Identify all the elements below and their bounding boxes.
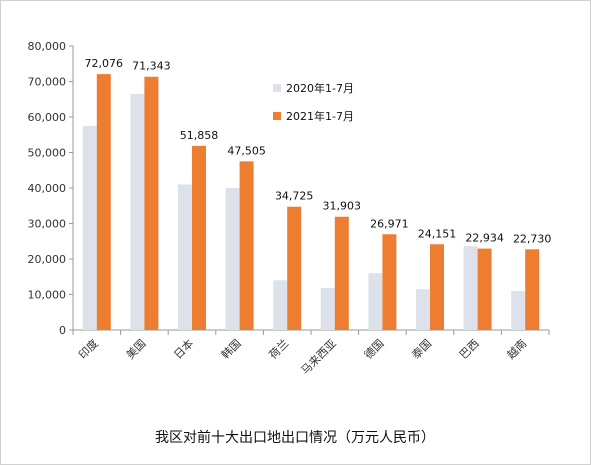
y-tick-label: 0: [59, 324, 66, 337]
bar-2021: [382, 234, 397, 330]
x-category-label: 日本: [171, 336, 196, 361]
bar-2021-value-label: 24,151: [418, 227, 457, 240]
bar-2020: [368, 273, 383, 330]
bar-2021-value-label: 47,505: [227, 144, 266, 157]
bar-2021: [144, 76, 159, 330]
bar-2020: [178, 184, 192, 330]
x-axis: 印度 美国 日本 韩国 荷兰 马来西亚 德国 泰国 巴西 越南: [72, 329, 550, 377]
legend-label: 2020年1-7月: [286, 81, 354, 95]
bar-2021-value-label: 26,971: [370, 217, 409, 230]
bar-2021: [96, 74, 111, 330]
bar-2021-value-label: 72,076: [85, 57, 124, 70]
bar-2020: [511, 290, 526, 330]
bar-2021-value-label: 22,934: [465, 232, 504, 245]
y-tick-label: 20,000: [28, 253, 67, 266]
legend: 2020年1-7月 2021年1-7月: [273, 81, 354, 123]
y-tick-label: 10,000: [28, 289, 67, 302]
bar-2020: [416, 289, 430, 330]
bar-2020: [130, 93, 145, 330]
data-labels: 72,076 71,343 51,858 47,505 34,725 31,903 26,9…: [85, 57, 552, 245]
y-tick-label: 50,000: [28, 147, 67, 160]
bar-2021-value-label: 34,725: [275, 190, 314, 203]
legend-swatch: [273, 84, 281, 92]
bar-2021-value-label: 22,730: [513, 232, 552, 245]
x-category-label: 马来西亚: [299, 337, 339, 377]
legend-swatch: [273, 112, 281, 120]
bar-2020: [463, 246, 478, 330]
bar-2020: [320, 288, 335, 330]
bar-2020: [273, 280, 288, 330]
x-category-label: 巴西: [457, 337, 482, 362]
bar-2021: [477, 248, 492, 330]
x-category-label: 荷兰: [267, 337, 292, 362]
bar-2021-value-label: 51,858: [180, 129, 219, 142]
bar-2021: [430, 244, 444, 330]
bar-2021-value-label: 71,343: [132, 60, 171, 73]
chart-title: 我区对前十大出口地出口情况（万元人民币）: [155, 429, 435, 446]
bar-2021: [525, 249, 540, 330]
y-tick-label: 40,000: [28, 182, 67, 195]
bar-2021-value-label: 31,903: [323, 200, 362, 213]
x-category-label: 印度: [75, 336, 100, 361]
bar-2021: [239, 161, 254, 330]
x-category-label: 美国: [124, 337, 149, 362]
y-tick-label: 70,000: [28, 76, 67, 89]
bar-2020: [225, 188, 240, 330]
bar-2020: [82, 125, 97, 330]
x-category-label: 越南: [504, 336, 529, 361]
bar-2021: [334, 216, 349, 330]
y-axis: 0 10,000 20,000 30,000 40,000 50,000 60,000 70,…: [28, 40, 74, 337]
bar-2021: [192, 145, 206, 330]
y-tick-label: 80,000: [28, 40, 67, 53]
x-category-label: 德国: [361, 336, 386, 361]
bars: [82, 74, 540, 330]
x-category-label: 泰国: [409, 336, 434, 361]
bar-2021: [287, 206, 302, 330]
legend-label: 2021年1-7月: [286, 109, 354, 123]
x-category-label: 韩国: [218, 336, 243, 361]
y-tick-label: 60,000: [28, 111, 67, 124]
y-tick-label: 30,000: [28, 218, 67, 231]
